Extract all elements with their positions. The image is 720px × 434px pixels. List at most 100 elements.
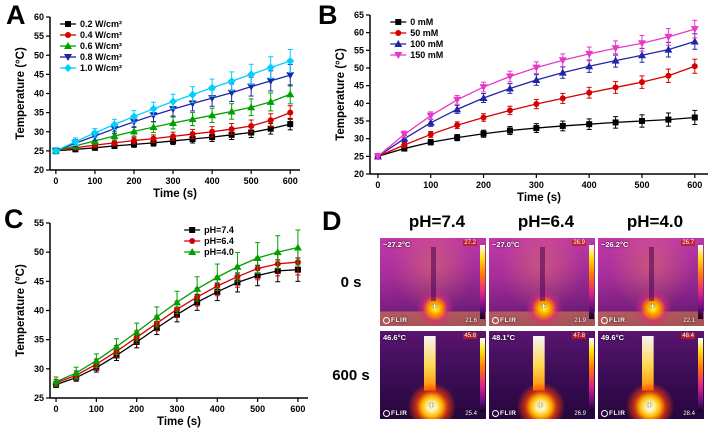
thermal-row-0s: 0 s ~27.2°C 27.2 + FLIR 21.6 ~27.0°C 26.…	[322, 238, 707, 326]
scale-min-value: 21.6	[465, 318, 477, 324]
axes: 0 100 200 300 400 500 600 20 25 30 35 40 45 50 55 60 Tim…	[15, 12, 300, 200]
thermal-image-0s-ph40: ~26.2°C 26.7 + FLIR 22.1	[598, 238, 704, 326]
svg-text:0 mM: 0 mM	[410, 17, 433, 27]
svg-text:50: 50	[34, 247, 44, 257]
panel-b-label: B	[318, 0, 338, 30]
series-150-mm	[373, 19, 699, 161]
svg-text:600: 600	[283, 176, 298, 186]
thermal-image-0s-ph74: ~27.2°C 27.2 + FLIR 21.6	[380, 238, 486, 326]
thermal-image-600s-ph74: 46.6°C 45.8 + FLIR 25.4	[380, 331, 486, 419]
svg-text:300: 300	[529, 180, 544, 190]
color-scale-bar	[698, 338, 703, 412]
svg-text:55: 55	[354, 45, 364, 55]
svg-text:60: 60	[354, 28, 364, 38]
svg-text:100: 100	[89, 404, 104, 414]
svg-text:300: 300	[169, 404, 184, 414]
svg-text:0: 0	[53, 176, 58, 186]
scale-min-value: 22.1	[683, 318, 695, 324]
svg-text:20: 20	[34, 165, 44, 175]
row-label-0s: 0 s	[340, 273, 362, 291]
svg-text:pH=4.0: pH=4.0	[204, 247, 234, 257]
svg-text:55: 55	[34, 218, 44, 228]
crosshair-icon: +	[537, 399, 544, 410]
svg-text:400: 400	[210, 404, 225, 414]
svg-text:200: 200	[126, 176, 141, 186]
svg-text:30: 30	[34, 364, 44, 374]
scale-min-value: 21.9	[574, 318, 586, 324]
svg-text:100: 100	[87, 176, 102, 186]
flir-logo-text: FLIR	[391, 317, 408, 324]
series-0-mm	[374, 109, 698, 160]
svg-text:35: 35	[34, 335, 44, 345]
series-ph-4.0	[52, 229, 302, 387]
svg-text:100 mM: 100 mM	[410, 39, 443, 49]
column-header-ph74: pH=7.4	[408, 212, 466, 231]
chart-b: 0 100 200 300 400 500 600 20 25 30 35 40 45 50 55 60 65 T…	[335, 10, 708, 204]
panel-b: B 0 100 200 300 400 500 600 20 25 30 35 40 45 50 55 60 6…	[314, 2, 718, 204]
crosshair-icon: +	[431, 301, 438, 312]
svg-text:25: 25	[34, 146, 44, 156]
svg-text:400: 400	[582, 180, 597, 190]
color-scale-bar	[480, 245, 485, 319]
flir-logo: FLIR	[601, 410, 625, 417]
crosshair-icon: +	[646, 399, 653, 410]
svg-text:25: 25	[34, 393, 44, 403]
scale-min-value: 25.4	[465, 411, 477, 417]
flir-logo-icon	[383, 317, 390, 324]
scale-max-value: 47.8	[572, 333, 586, 339]
scale-max-value: 26.9	[572, 240, 586, 246]
svg-text:20: 20	[354, 169, 364, 179]
temperature-reading: 49.6°C	[601, 333, 625, 342]
scale-max-value: 48.4	[681, 333, 695, 339]
flir-logo-text: FLIR	[609, 410, 626, 417]
svg-text:40: 40	[34, 306, 44, 316]
flir-logo-icon	[492, 317, 499, 324]
panel-a: A 0 100 200 300 400 500 600 20 25 30 35 40 45 50 55 60 T…	[2, 2, 312, 204]
svg-text:0.2 W/cm²: 0.2 W/cm²	[80, 19, 122, 29]
column-header-ph64: pH=6.4	[517, 212, 575, 231]
scale-max-value: 27.2	[463, 240, 477, 246]
crosshair-icon: +	[649, 301, 656, 312]
axes: 0 100 200 300 400 500 600 25 30 35 40 45 50 55 Time (s…	[15, 218, 308, 428]
svg-text:200: 200	[476, 180, 491, 190]
svg-text:50: 50	[354, 63, 364, 73]
svg-text:150 mM: 150 mM	[410, 50, 443, 60]
color-scale-bar	[480, 338, 485, 412]
flir-logo-icon	[601, 410, 608, 417]
thermal-image-0s-ph64: ~27.0°C 26.9 + FLIR 21.9	[489, 238, 595, 326]
svg-text:200: 200	[129, 404, 144, 414]
flir-logo-icon	[492, 410, 499, 417]
svg-text:0: 0	[54, 404, 59, 414]
flir-logo: FLIR	[383, 410, 407, 417]
svg-text:500: 500	[634, 180, 649, 190]
column-header-ph40: pH=4.0	[626, 212, 684, 231]
svg-text:600: 600	[687, 180, 702, 190]
flir-logo-icon	[383, 410, 390, 417]
temperature-reading: 46.6°C	[383, 333, 407, 342]
temperature-reading: ~27.0°C	[492, 240, 520, 249]
svg-text:400: 400	[205, 176, 220, 186]
thermal-image-600s-ph40: 49.6°C 48.4 + FLIR 28.4	[598, 331, 704, 419]
svg-text:pH=6.4: pH=6.4	[204, 236, 234, 246]
color-scale-bar	[589, 338, 594, 412]
legend: pH=7.4pH=6.4pH=4.0	[184, 225, 234, 257]
series-ph-6.4	[53, 248, 301, 387]
y-axis-label: Temperature (°C)	[335, 48, 347, 141]
svg-text:65: 65	[354, 10, 364, 20]
panel-c-label: C	[4, 204, 24, 234]
svg-text:pH=7.4: pH=7.4	[204, 225, 234, 235]
svg-text:30: 30	[354, 134, 364, 144]
svg-text:50 mM: 50 mM	[410, 28, 438, 38]
y-axis-label: Temperature (°C)	[15, 264, 27, 357]
axes: 0 100 200 300 400 500 600 20 25 30 35 40 45 50 55 60 65 T…	[335, 10, 708, 204]
svg-text:500: 500	[250, 404, 265, 414]
scale-max-value: 26.7	[681, 240, 695, 246]
flir-logo-text: FLIR	[391, 410, 408, 417]
svg-text:45: 45	[34, 276, 44, 286]
svg-text:60: 60	[34, 12, 44, 22]
svg-text:45: 45	[34, 69, 44, 79]
flir-logo-text: FLIR	[500, 317, 517, 324]
temperature-reading: ~27.2°C	[383, 240, 411, 249]
